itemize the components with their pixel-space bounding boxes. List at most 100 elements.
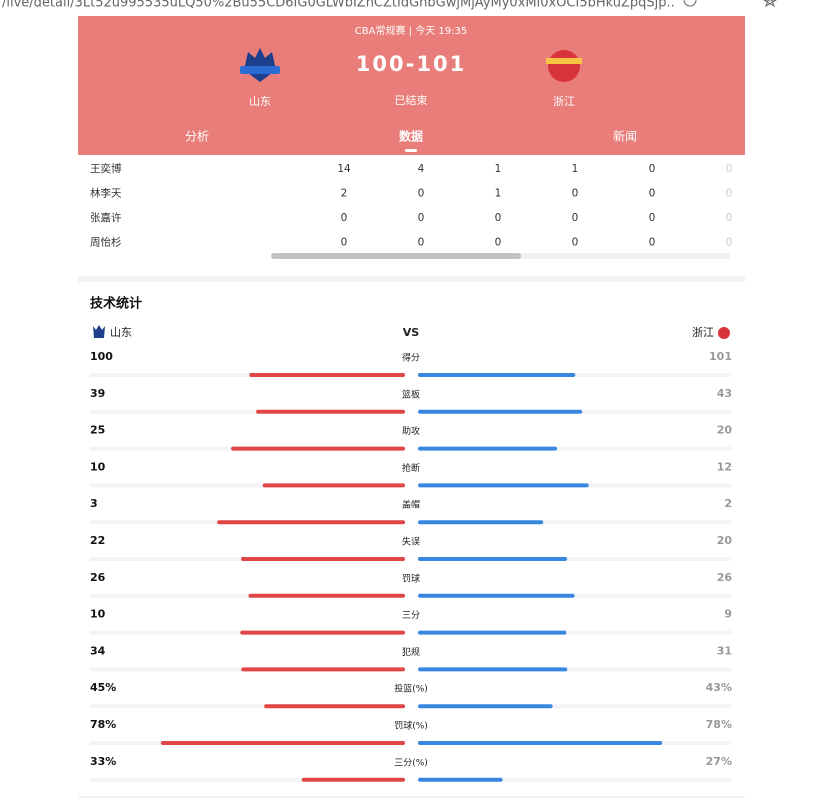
- away-bar: [418, 667, 568, 672]
- player-stat: 0: [726, 188, 733, 200]
- player-stat: 0: [649, 237, 656, 249]
- tab[interactable]: 新闻: [613, 129, 637, 144]
- stat-label: 罚球: [402, 572, 420, 584]
- player-stat: 2: [341, 188, 348, 200]
- star-icon[interactable]: [763, 0, 777, 8]
- player-stat: 1: [495, 163, 502, 175]
- player-stat: 0: [726, 163, 733, 175]
- tab-bar: 分析 数据 新闻: [185, 129, 637, 152]
- stat-away-value: 43: [717, 387, 732, 400]
- away-bar: [418, 630, 567, 635]
- player-stat: 14: [337, 163, 351, 175]
- home-bar: [249, 373, 405, 377]
- home-logo: [240, 48, 280, 82]
- away-bar: [418, 593, 575, 598]
- tab[interactable]: 分析: [185, 130, 209, 144]
- stat-label: 失误: [402, 536, 420, 548]
- stat-home-value: 26: [90, 571, 106, 584]
- stat-label: 投篮(%): [394, 683, 428, 695]
- player-stat: 0: [649, 212, 656, 224]
- stat-away-value: 2: [724, 497, 732, 510]
- stat-home-value: 100: [90, 350, 113, 363]
- player-stat: 0: [341, 237, 348, 249]
- vs: VS: [403, 326, 420, 339]
- away-bar: [418, 777, 503, 782]
- player-stat: 0: [572, 237, 579, 249]
- stat-home-value: 33%: [90, 755, 116, 768]
- player-stat: 1: [495, 188, 502, 200]
- stat-away-value: 27%: [706, 755, 732, 768]
- tab[interactable]: 数据: [399, 129, 423, 144]
- player-stat: 0: [726, 237, 733, 249]
- stat-away-value: 78%: [706, 718, 732, 731]
- player-stat: 0: [572, 188, 579, 200]
- away-bar: [418, 557, 568, 561]
- player-stat: 1: [572, 163, 579, 175]
- player-table: 王奕博 14 4 1 1 0 0 林李天 2 0 1 0 0 0 张嘉许 0 0 0 0 0 0 周怡杉 0 0 0 0 0 0: [90, 162, 732, 249]
- stat-away-value: 9: [724, 608, 732, 621]
- player-stat: 0: [418, 237, 425, 249]
- browser-bar: [0, 0, 827, 16]
- home-bar: [262, 483, 405, 488]
- stat-label: 三分: [402, 610, 420, 621]
- player-stat: 0: [726, 212, 733, 224]
- away-team: 浙江: [553, 95, 575, 108]
- home-bar: [241, 667, 405, 672]
- stat-home-value: 10: [90, 460, 106, 473]
- stats-away-team: 浙江: [692, 326, 714, 339]
- player-stat: 0: [341, 212, 348, 224]
- stat-away-value: 31: [717, 644, 732, 657]
- player-stat: 0: [495, 212, 502, 224]
- stat-away-value: 20: [717, 534, 733, 547]
- stat-label: 助攻: [402, 425, 420, 437]
- player-name: 王奕博: [90, 162, 122, 175]
- home-bar: [231, 446, 405, 451]
- player-stat: 0: [649, 163, 656, 175]
- away-bar: [418, 409, 583, 414]
- player-stat: 0: [495, 237, 502, 249]
- away-bar: [418, 373, 576, 377]
- stat-home-value: 22: [90, 534, 105, 547]
- stats-home-team: 山东: [110, 326, 132, 339]
- stat-away-value: 12: [717, 460, 732, 473]
- stat-label: 篮板: [402, 388, 420, 400]
- stat-label: 罚球(%): [394, 720, 428, 732]
- away-bar: [418, 704, 553, 709]
- stat-home-value: 39: [90, 387, 105, 400]
- stat-away-value: 20: [717, 424, 733, 437]
- player-stat: 0: [649, 188, 656, 200]
- home-bar: [256, 409, 405, 414]
- player-stat: 0: [572, 212, 579, 224]
- stat-away-value: 101: [709, 350, 732, 363]
- stat-label: 盖帽: [402, 499, 420, 511]
- stat-home-value: 78%: [90, 718, 116, 731]
- player-stat: 0: [418, 188, 425, 200]
- stat-home-value: 25: [90, 424, 105, 437]
- tab-indicator: [405, 149, 417, 152]
- home-bar: [301, 777, 405, 782]
- stat-label: 犯规: [402, 647, 420, 658]
- home-bar: [160, 741, 405, 745]
- stat-label: 得分: [402, 352, 420, 364]
- bottom-divider: [78, 796, 745, 798]
- scroll-thumb[interactable]: [271, 253, 521, 259]
- home-team: 山东: [249, 95, 271, 108]
- home-bar: [264, 704, 405, 709]
- search-icon[interactable]: [683, 0, 697, 7]
- home-bar: [217, 520, 405, 525]
- browser-icons-bg: [676, 0, 827, 16]
- score: 100-101: [356, 52, 466, 76]
- stat-away-value: 26: [717, 571, 733, 584]
- match-info: CBA常规赛 | 今天 19:35: [355, 24, 467, 37]
- section-divider: [78, 276, 745, 282]
- url[interactable]: /live/detail/3Lt52u995535uLQ50%2Bu55CD6I…: [2, 0, 679, 11]
- away-logo: [546, 50, 582, 82]
- home-bar: [241, 557, 405, 561]
- away-bar: [418, 446, 558, 451]
- away-icon: [718, 327, 730, 339]
- player-name: 张嘉许: [90, 211, 122, 224]
- match-header: [78, 16, 745, 155]
